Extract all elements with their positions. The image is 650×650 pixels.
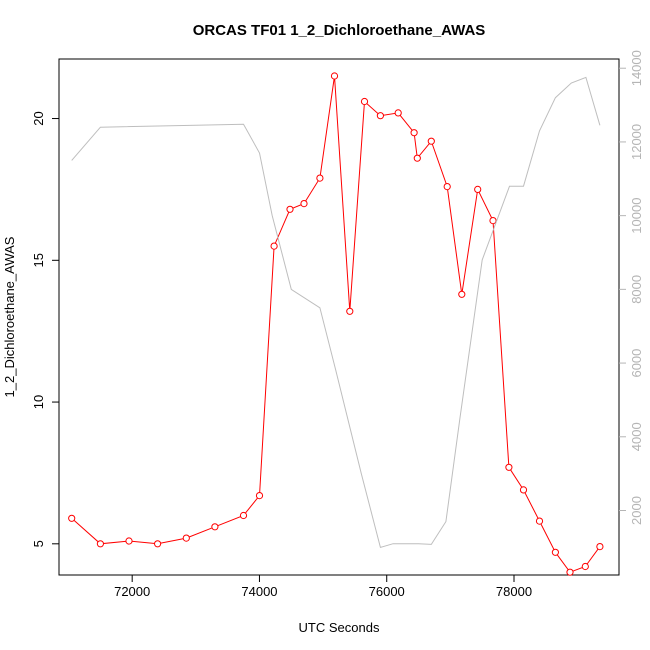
y-tick-label-right: 2000 [629, 496, 644, 525]
data-point [535, 517, 544, 525]
plot-frame [58, 58, 620, 576]
x-tick-label: 74000 [241, 584, 277, 599]
data-point [286, 205, 294, 213]
data-point [505, 463, 513, 471]
data-point [360, 97, 369, 106]
data-point [519, 486, 528, 494]
data-point [410, 129, 418, 137]
data-point [154, 540, 162, 548]
data-point [596, 543, 604, 551]
data-point [413, 154, 421, 162]
y-axis-right: 2000 4000 6000 8000 10000 12000 14000 [619, 50, 644, 525]
data-point [125, 537, 133, 545]
y-tick-label-left: 10 [31, 395, 46, 409]
data-point [270, 242, 278, 250]
data-point [489, 217, 497, 225]
y-axis-label: 1_2_Dichloroethane_AWAS [2, 236, 17, 397]
data-point [255, 492, 264, 500]
data-point [394, 109, 402, 117]
x-tick-label: 78000 [496, 584, 532, 599]
x-axis-label: UTC Seconds [299, 620, 380, 635]
y-tick-label-right: 12000 [629, 124, 644, 160]
data-point [474, 185, 482, 193]
y-tick-label-right: 6000 [629, 349, 644, 378]
data-point [316, 174, 324, 182]
y-tick-label-right: 14000 [629, 50, 644, 86]
data-point [427, 137, 435, 145]
data-point [566, 568, 574, 576]
x-tick-label: 76000 [369, 584, 405, 599]
y-tick-label-right: 8000 [629, 275, 644, 304]
chart-title: ORCAS TF01 1_2_Dichloroethane_AWAS [193, 22, 486, 39]
x-tick-label: 72000 [114, 584, 150, 599]
data-point [458, 290, 466, 298]
data-point [346, 307, 354, 315]
y-tick-label-right: 4000 [629, 422, 644, 451]
y-tick-label-left: 15 [31, 253, 46, 267]
data-point [182, 534, 190, 542]
data-point [239, 511, 248, 520]
y-tick-label-left: 20 [31, 111, 46, 125]
data-point [96, 540, 105, 548]
data-point [211, 523, 219, 531]
data-point [581, 562, 589, 571]
series-line-left-axis [71, 75, 601, 573]
data-point [330, 72, 339, 80]
data-point [68, 514, 76, 522]
x-axis: 72000 74000 76000 78000 [114, 575, 532, 599]
y-axis-left: 5 10 15 20 [31, 111, 59, 547]
series-line-right-axis [71, 76, 601, 549]
series-layer [68, 72, 604, 576]
data-point [376, 112, 384, 120]
data-point [443, 183, 451, 191]
y-tick-label-right: 10000 [629, 198, 644, 234]
data-point [300, 200, 308, 208]
data-point [551, 548, 560, 556]
y-tick-label-left: 5 [31, 540, 46, 547]
